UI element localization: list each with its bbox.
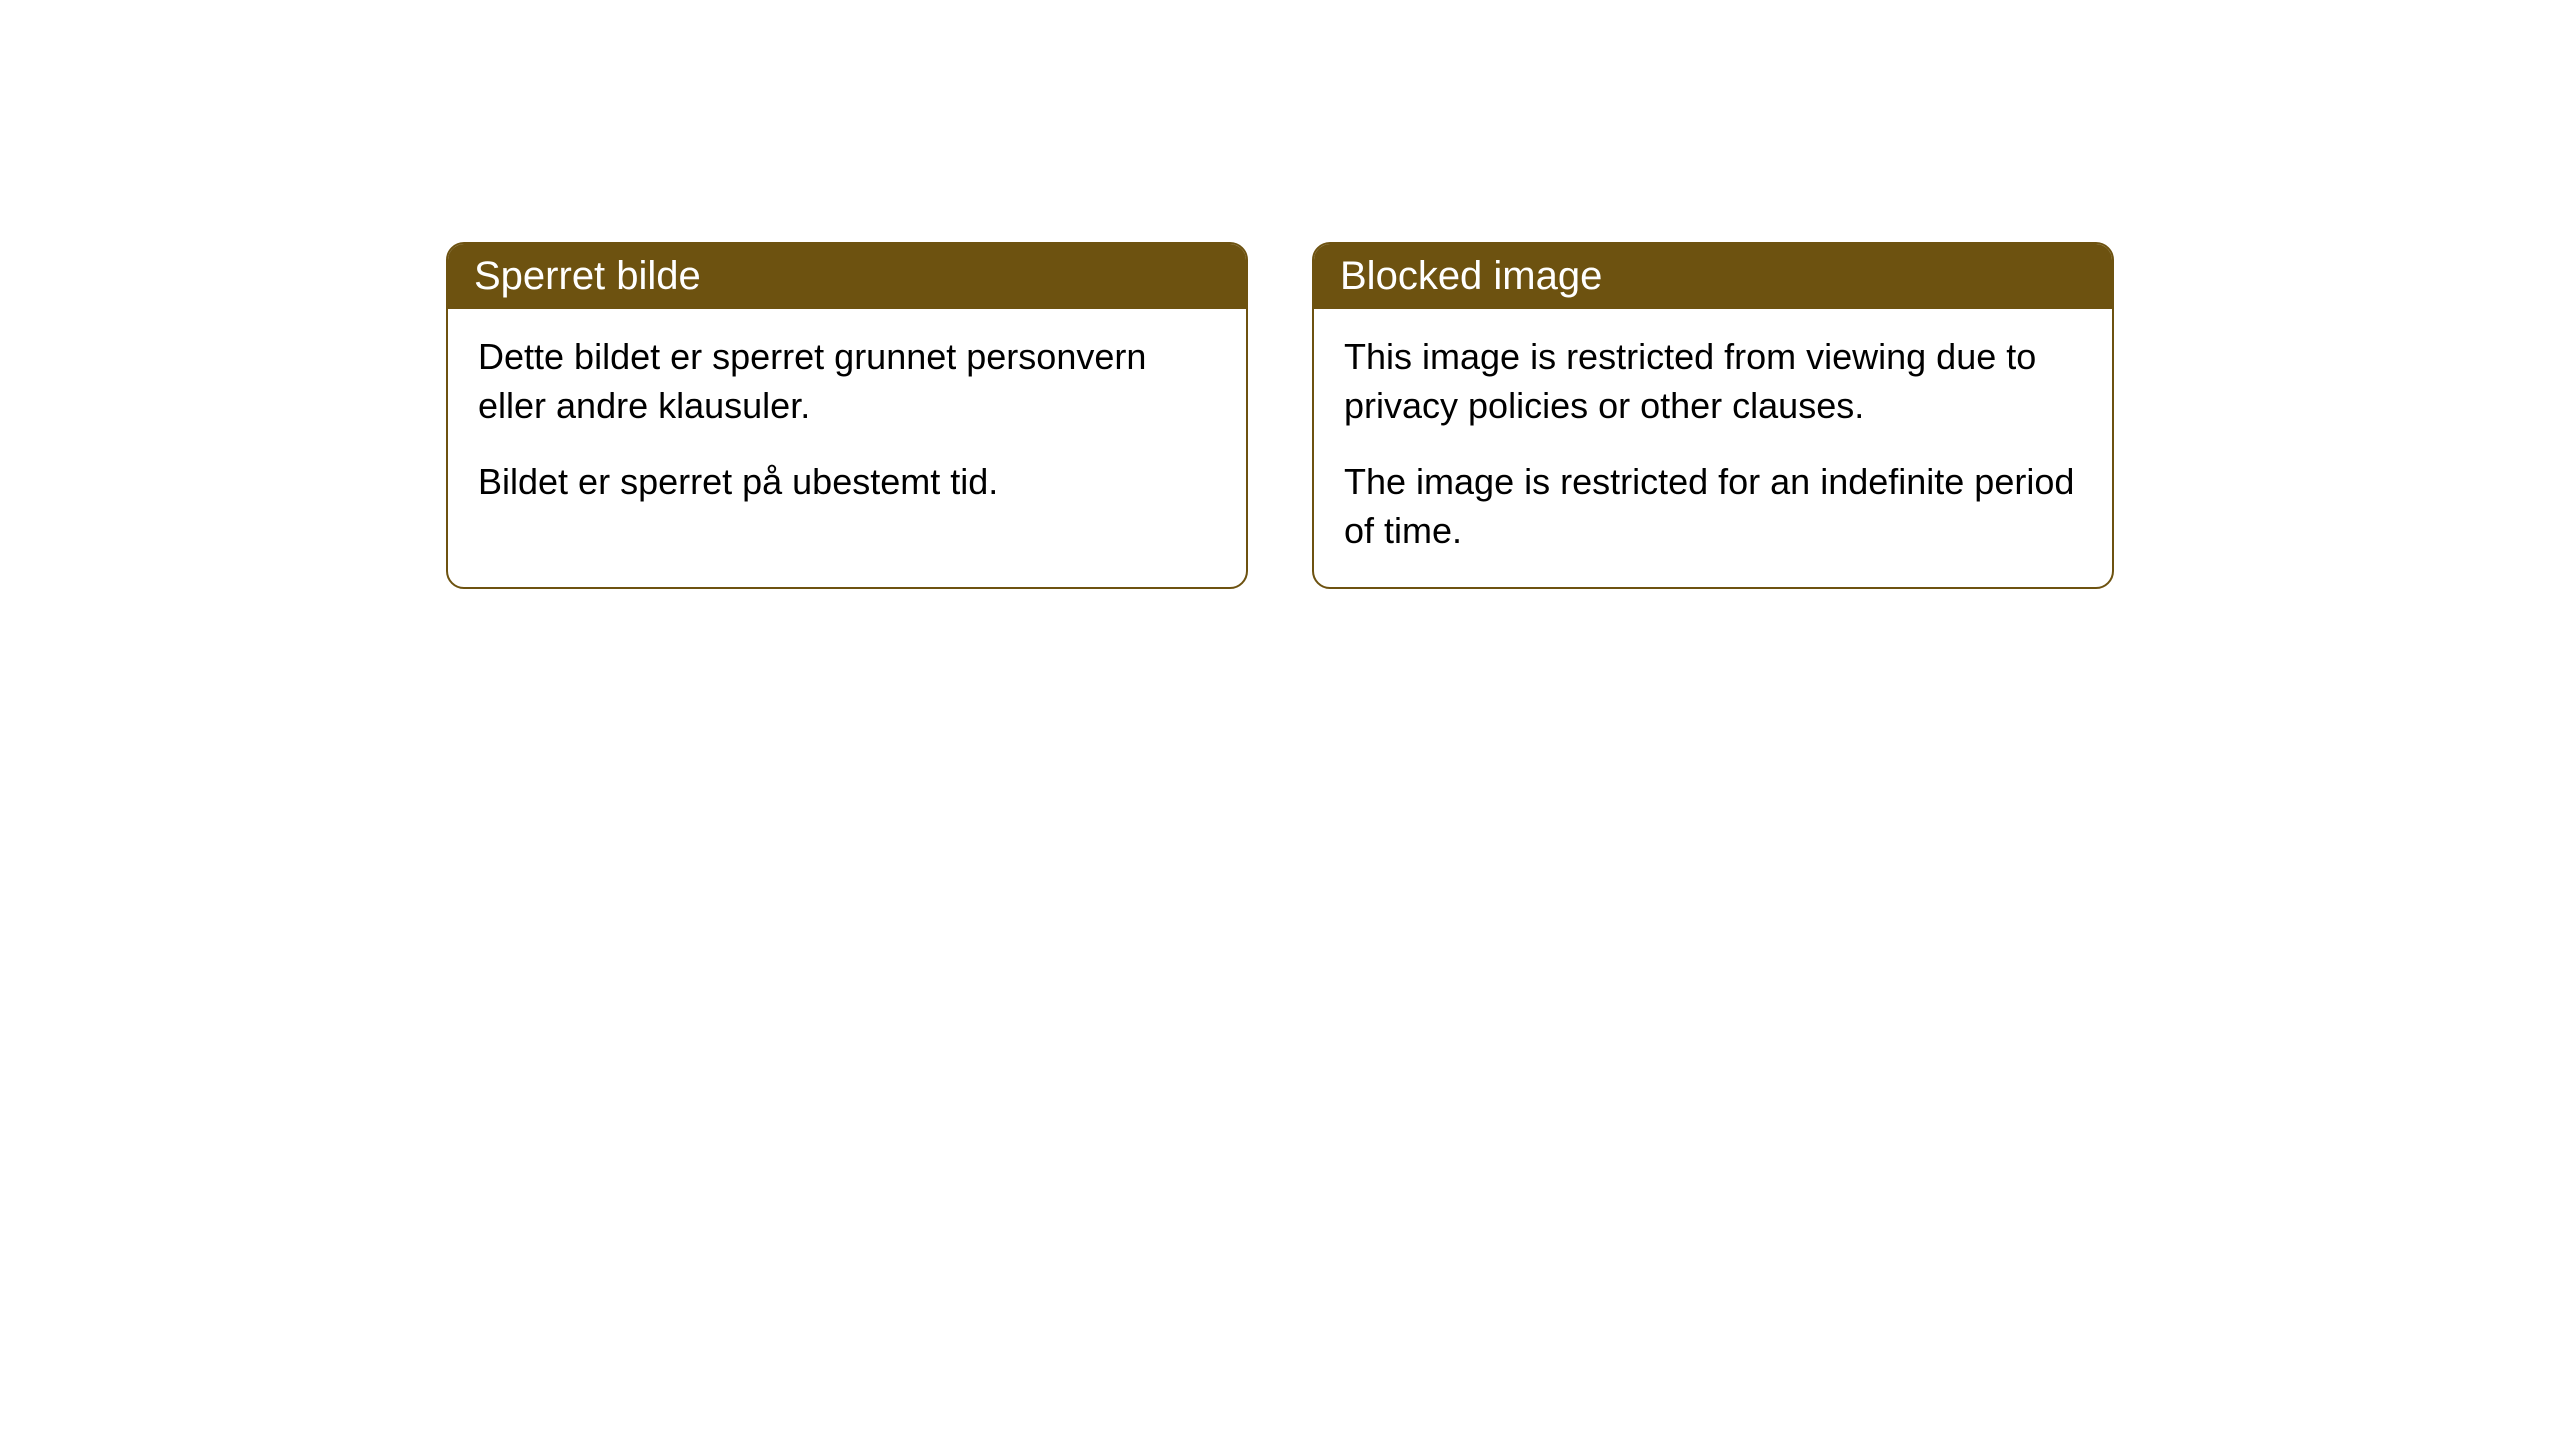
card-paragraph: Dette bildet er sperret grunnet personve… [478,333,1216,430]
blocked-image-card-norwegian: Sperret bilde Dette bildet er sperret gr… [446,242,1248,589]
blocked-image-card-english: Blocked image This image is restricted f… [1312,242,2114,589]
card-body: This image is restricted from viewing du… [1314,309,2112,587]
card-paragraph: This image is restricted from viewing du… [1344,333,2082,430]
card-title: Sperret bilde [474,254,701,298]
card-paragraph: The image is restricted for an indefinit… [1344,458,2082,555]
card-paragraph: Bildet er sperret på ubestemt tid. [478,458,1216,507]
card-body: Dette bildet er sperret grunnet personve… [448,309,1246,539]
notice-cards-container: Sperret bilde Dette bildet er sperret gr… [446,242,2114,589]
card-title: Blocked image [1340,254,1602,298]
card-header: Sperret bilde [448,244,1246,309]
card-header: Blocked image [1314,244,2112,309]
